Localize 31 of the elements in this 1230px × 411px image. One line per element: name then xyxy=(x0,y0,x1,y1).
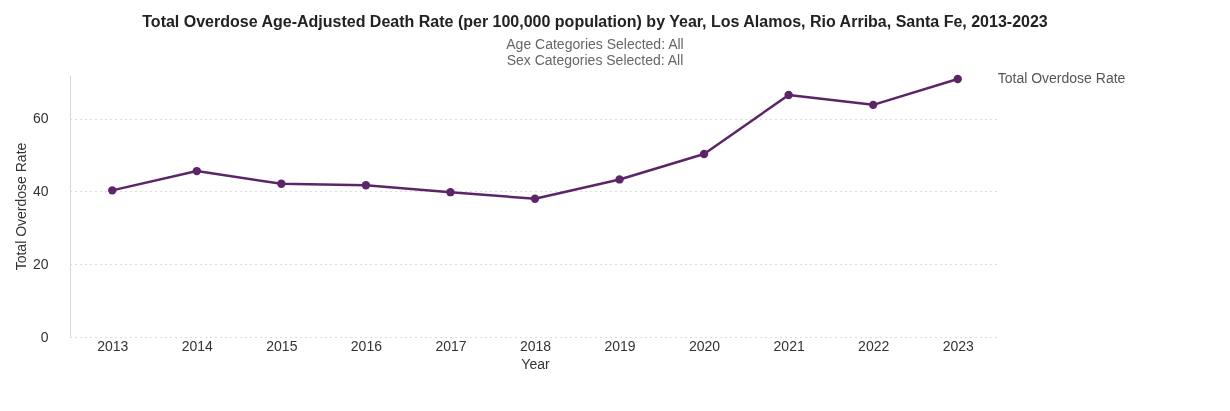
x-tick-label: 2019 xyxy=(604,337,636,354)
chart-subtitle: Age Categories Selected: All Sex Categories Selected: All xyxy=(506,36,684,68)
point xyxy=(953,74,962,84)
y-tick-label: 60 xyxy=(32,110,49,127)
text: Total Overdose Rate xyxy=(997,70,1126,86)
chart-title: Total Overdose Age-Adjusted Death Rate (per 100,000 population) by Year, Los Alamos, Rio Arriba, Santa Fe, 2013-2023 xyxy=(142,13,1048,30)
x-tick-label: 2021 xyxy=(773,337,805,354)
x-tick-label: 2022 xyxy=(858,337,890,354)
y-tick-label: 40 xyxy=(32,182,49,199)
x-tick-label: 2017 xyxy=(435,337,467,354)
point xyxy=(361,181,371,190)
point xyxy=(446,188,455,197)
point xyxy=(615,175,624,184)
x-tick-label: 2023 xyxy=(942,337,975,354)
y-tick-label: 20 xyxy=(32,255,49,272)
x-tick-label: 2016 xyxy=(350,337,383,354)
point xyxy=(192,166,201,176)
x-tick-label: 2020 xyxy=(689,337,721,354)
point xyxy=(784,90,793,100)
y-tick-label: 0 xyxy=(40,328,49,345)
x-tick-label: 2015 xyxy=(266,337,298,354)
x-tick-label: 2014 xyxy=(181,337,214,354)
y-axis-title: Total Overdose Rate xyxy=(12,142,29,271)
point xyxy=(108,186,117,195)
point xyxy=(869,100,878,110)
point xyxy=(530,194,540,203)
x-tick-label: 2013 xyxy=(97,337,129,354)
point xyxy=(277,179,286,188)
x-tick-label: 2018 xyxy=(519,337,552,354)
point xyxy=(699,149,709,159)
x-axis-title: Year xyxy=(521,355,550,372)
